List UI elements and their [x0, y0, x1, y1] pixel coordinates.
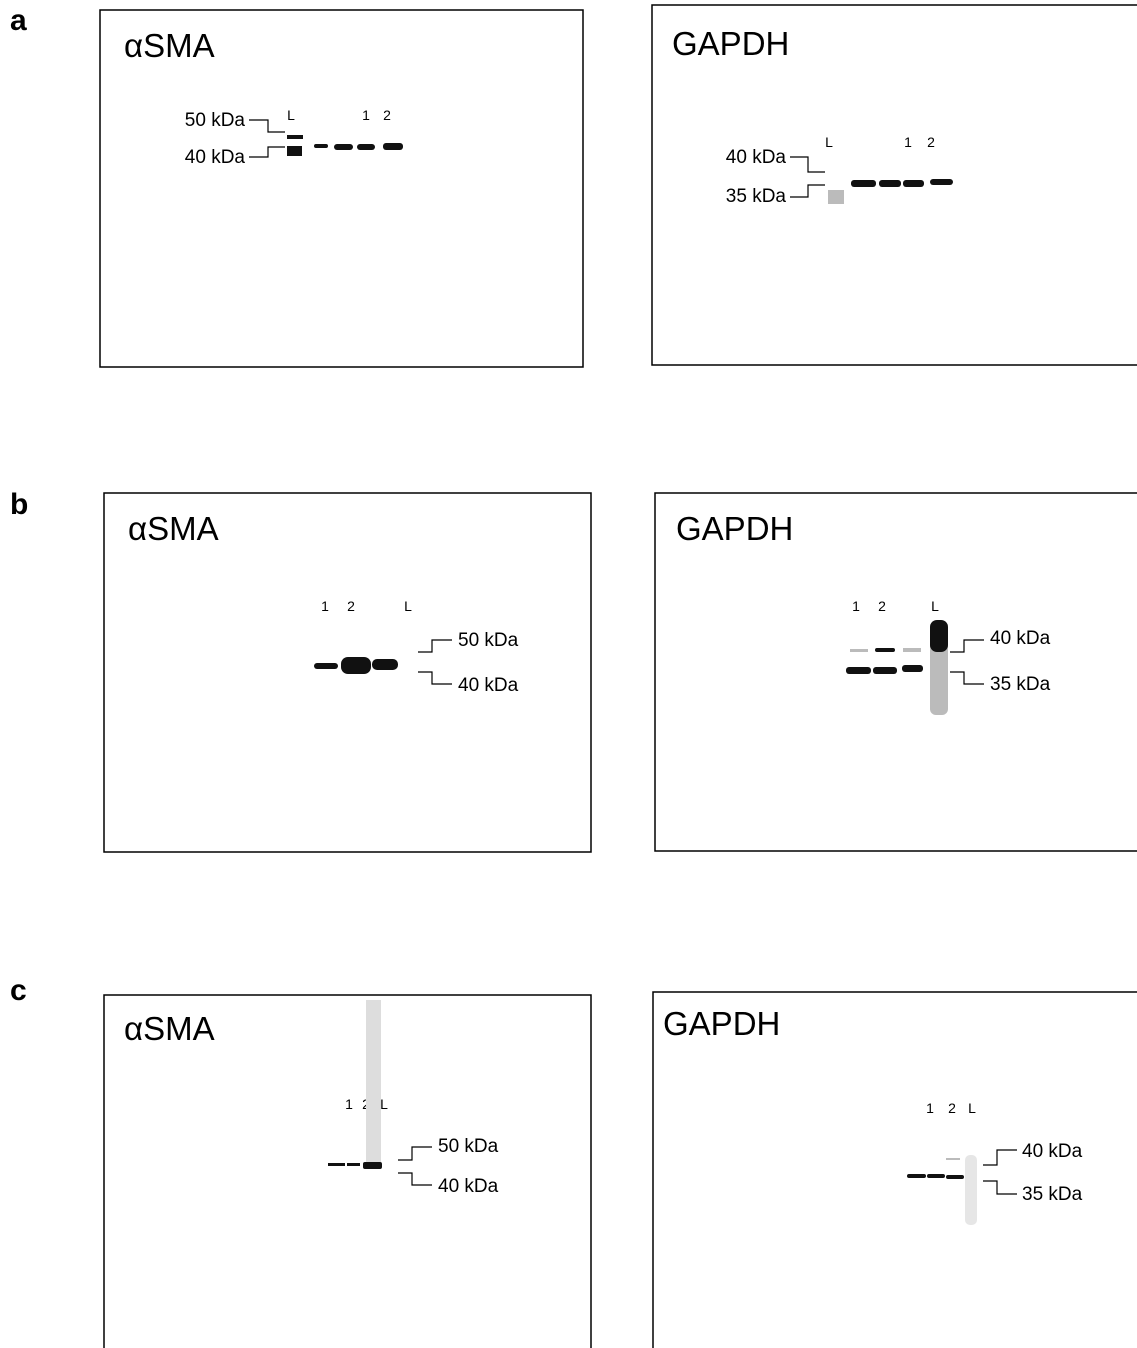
lane-label: 2: [383, 107, 391, 123]
band: [930, 179, 953, 185]
panel-label: a: [10, 4, 27, 37]
band: [879, 180, 901, 187]
lane-label: L: [287, 107, 295, 123]
band: [363, 1162, 382, 1169]
lane-label: 1: [904, 134, 912, 150]
ladder-smear: [366, 1000, 381, 1165]
marker-label: 40 kDa: [458, 675, 519, 696]
band: [314, 144, 328, 148]
marker-label: 35 kDa: [726, 186, 787, 207]
lane-label: 1: [852, 598, 860, 614]
marker-label: 40 kDa: [1022, 1141, 1083, 1162]
marker-label: 35 kDa: [1022, 1184, 1083, 1205]
band: [334, 144, 353, 150]
band: [946, 1175, 964, 1179]
band: [357, 144, 375, 150]
marker-label: 40 kDa: [990, 628, 1051, 649]
band: [287, 146, 302, 156]
band: [902, 665, 923, 672]
lane-label: 2: [927, 134, 935, 150]
marker-label: 40 kDa: [726, 147, 787, 168]
marker-bracket: [398, 1147, 432, 1185]
band: [903, 648, 921, 652]
marker-label: 40 kDa: [438, 1176, 499, 1197]
band: [347, 1163, 360, 1166]
lane-label: 2: [878, 598, 886, 614]
band: [875, 648, 895, 652]
blot-title: αSMA: [128, 510, 219, 547]
marker-bracket: [790, 157, 825, 197]
lane-label: L: [404, 598, 412, 614]
lane-label: L: [968, 1100, 976, 1116]
blot: αSMA 1 2 L 50 kDa 40 kDa: [104, 995, 591, 1348]
panel-label: c: [10, 974, 27, 1007]
band: [287, 135, 303, 139]
band: [927, 1174, 945, 1178]
page: {"panels": [ {"label": "a", "blots": [ {…: [0, 0, 1137, 1348]
marker-bracket: [418, 640, 452, 684]
band: [907, 1174, 926, 1178]
blot-title: GAPDH: [663, 1005, 780, 1042]
lane-label: 1: [345, 1096, 353, 1112]
band: [903, 180, 924, 187]
lane-label: 2: [948, 1100, 956, 1116]
blot-title: αSMA: [124, 27, 215, 64]
blot-frame: [104, 995, 591, 1348]
lane-label: 1: [321, 598, 329, 614]
band: [314, 663, 338, 669]
marker-label: 50 kDa: [458, 630, 519, 651]
lane-label: L: [380, 1096, 388, 1112]
blot: αSMA L 1 2 50 kDa 40 kDa: [100, 10, 583, 367]
blot: αSMA 1 2 L 50 kDa 40 kDa: [104, 493, 591, 852]
lane-label: 1: [362, 107, 370, 123]
blot: GAPDH L 1 2 40 kDa 35 kDa: [652, 5, 1137, 365]
figure: a αSMA L 1 2 50 kDa 40 kDa GAPDH L 1 2 4…: [0, 0, 1137, 1348]
band: [850, 649, 868, 652]
blot: GAPDH 1 2 L 40 kDa 35 kDa: [653, 992, 1137, 1348]
blot-title: αSMA: [124, 1010, 215, 1047]
band: [341, 657, 371, 674]
lane-label: 2: [347, 598, 355, 614]
lane-label: 1: [926, 1100, 934, 1116]
band: [851, 180, 876, 187]
ladder-smear: [828, 190, 844, 204]
band: [946, 1158, 960, 1160]
band: [930, 620, 948, 652]
band: [873, 667, 897, 674]
ladder-smear: [965, 1155, 977, 1225]
marker-label: 50 kDa: [438, 1136, 499, 1157]
marker-label: 35 kDa: [990, 674, 1051, 695]
blot: GAPDH 1 2 L 40 kDa 35 kDa: [655, 493, 1137, 851]
band: [372, 659, 398, 670]
marker-bracket: [950, 640, 984, 684]
marker-label: 40 kDa: [185, 147, 246, 168]
marker-bracket: [249, 120, 285, 157]
band: [383, 143, 403, 150]
marker-label: 50 kDa: [185, 110, 246, 131]
lane-label: L: [825, 134, 833, 150]
blot-frame: [653, 992, 1137, 1348]
blot-title: GAPDH: [672, 25, 789, 62]
blot-title: GAPDH: [676, 510, 793, 547]
band: [846, 667, 871, 674]
lane-label: L: [931, 598, 939, 614]
band: [328, 1163, 345, 1166]
panel-label: b: [10, 488, 28, 521]
marker-bracket: [983, 1150, 1017, 1194]
